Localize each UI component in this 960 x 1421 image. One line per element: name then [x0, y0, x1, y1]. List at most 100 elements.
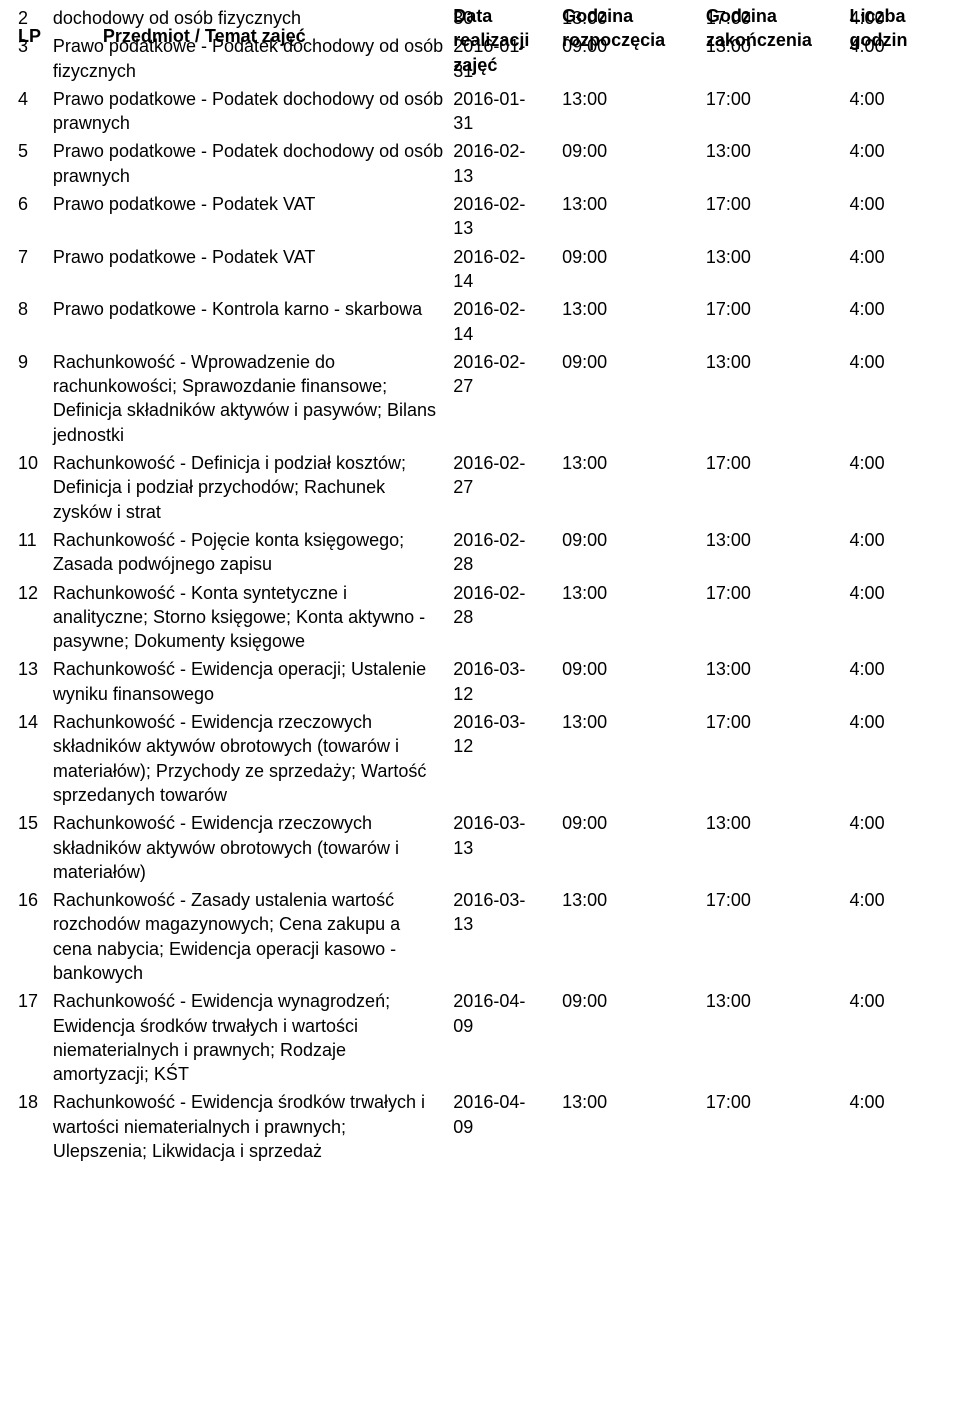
cell-hours: 4:00 [850, 712, 885, 732]
cell-lp: 16 [18, 890, 38, 910]
cell-date: 2016-01-31 [453, 89, 525, 133]
table-row: 18 Rachunkowość - Ewidencja środków trwał… [18, 1088, 942, 1165]
cell-subject: Rachunkowość - Ewidencja wynagrodzeń; Ew… [53, 991, 390, 1084]
cell-lp: 4 [18, 89, 28, 109]
cell-date: 2016-04-09 [453, 1092, 525, 1136]
cell-date: 2016-02-13 [453, 194, 525, 238]
cell-hours: 4:00 [850, 299, 885, 319]
cell-start: 09:00 [562, 991, 607, 1011]
cell-start: 09:00 [562, 352, 607, 372]
cell-hours: 4:00 [850, 352, 885, 372]
cell-subject: Rachunkowość - Ewidencja środków trwałyc… [53, 1092, 425, 1161]
cell-subject: Rachunkowość - Ewidencja rzeczowych skła… [53, 813, 399, 882]
cell-lp: 15 [18, 813, 38, 833]
cell-lp: 11 [18, 530, 37, 550]
cell-subject: Prawo podatkowe - Podatek dochodowy od o… [53, 141, 443, 185]
cell-start: 09:00 [562, 659, 607, 679]
cell-subject: Rachunkowość - Ewidencja operacji; Ustal… [53, 659, 426, 703]
table-row: 5 Prawo podatkowe - Podatek dochodowy od … [18, 137, 942, 190]
cell-date: 2016-03-13 [453, 813, 525, 857]
cell-date: 2016-02-28 [453, 530, 525, 574]
header-lp: LP [18, 24, 41, 48]
cell-subject: Rachunkowość - Pojęcie konta księgowego;… [53, 530, 404, 574]
cell-date: 2016-04-09 [453, 991, 525, 1035]
cell-end: 13:00 [706, 247, 751, 267]
table-row: 14Rachunkowość - Ewidencja rzeczowych sk… [18, 708, 942, 809]
cell-hours: 4:00 [850, 89, 885, 109]
cell-end: 17:00 [706, 299, 751, 319]
table-row: 7 Prawo podatkowe - Podatek VAT 2016-02-14… [18, 243, 942, 296]
cell-end: 17:00 [706, 712, 751, 732]
header-end: Godzina zakończenia [706, 4, 812, 53]
cell-end: 17:00 [706, 583, 751, 603]
cell-lp: 14 [18, 712, 38, 732]
cell-date: 2016-02-27 [453, 453, 525, 497]
cell-date: 2016-02-14 [453, 299, 525, 343]
cell-subject: Rachunkowość - Wprowadzenie do rachunkow… [53, 352, 436, 445]
cell-end: 17:00 [706, 890, 751, 910]
cell-hours: 4:00 [850, 991, 885, 1011]
schedule-table: 2 LP dochodowy od osób fizycznych Przedm… [18, 4, 942, 1165]
cell-subject: Prawo podatkowe - Podatek VAT [53, 194, 315, 214]
cell-start: 09:00 [562, 530, 607, 550]
cell-start: 13:00 [562, 194, 607, 214]
cell-lp: 6 [18, 194, 28, 214]
cell-end: 13:00 [706, 530, 751, 550]
cell-start: 09:00 [562, 141, 607, 161]
cell-hours: 4:00 [850, 453, 885, 473]
cell-subject: Prawo podatkowe - Podatek dochodowy od o… [53, 89, 443, 133]
cell-end: 13:00 [706, 141, 751, 161]
cell-hours: 4:00 [850, 583, 885, 603]
cell-end: 13:00 [706, 659, 751, 679]
cell-subject: Prawo podatkowe - Kontrola karno - skarb… [53, 299, 422, 319]
cell-lp: 9 [18, 352, 28, 372]
cell-hours: 4:00 [850, 530, 885, 550]
header-subject: Przedmiot / Temat zajęć [103, 24, 306, 48]
table-row: 16 Rachunkowość - Zasady ustalenia wartoś… [18, 886, 942, 987]
cell-date: 2016-02-28 [453, 583, 525, 627]
cell-end: 17:00 [706, 453, 751, 473]
cell-hours: 4:00 [850, 890, 885, 910]
cell-start: 13:00 [562, 712, 607, 732]
cell-subject: Rachunkowość - Definicja i podział koszt… [53, 453, 406, 522]
table-row: 8 Prawo podatkowe - Kontrola karno - skar… [18, 295, 942, 348]
table-row: 2 LP dochodowy od osób fizycznych Przedm… [18, 4, 942, 32]
cell-start: 13:00 [562, 1092, 607, 1112]
cell-hours: 4:00 [850, 813, 885, 833]
table-row: 17 Rachunkowość - Ewidencja wynagrodzeń; … [18, 987, 942, 1088]
cell-hours: 4:00 [850, 659, 885, 679]
cell-date: 2016-02-14 [453, 247, 525, 291]
cell-end: 17:00 [706, 194, 751, 214]
cell-end: 13:00 [706, 813, 751, 833]
cell-hours: 4:00 [850, 1092, 885, 1112]
cell-lp: 17 [18, 991, 38, 1011]
cell-end: 13:00 [706, 352, 751, 372]
cell-date: 2016-02-13 [453, 141, 525, 185]
cell-hours: 4:00 [850, 141, 885, 161]
cell-lp: 5 [18, 141, 28, 161]
cell-start: 09:00 [562, 813, 607, 833]
cell-start: 13:00 [562, 89, 607, 109]
cell-date: 2016-03-12 [453, 712, 525, 756]
cell-lp: 7 [18, 247, 28, 267]
cell-end: 17:00 [706, 1092, 751, 1112]
cell-start: 09:00 [562, 247, 607, 267]
header-hours: Liczba godzin [850, 4, 908, 53]
cell-lp: 8 [18, 299, 28, 319]
table-row: 10 Rachunkowość - Definicja i podział kos… [18, 449, 942, 526]
table-row: 12Rachunkowość - Konta syntetyczne i ana… [18, 579, 942, 656]
cell-start: 13:00 [562, 890, 607, 910]
cell-start: 13:00 [562, 453, 607, 473]
table-row: 11 Rachunkowość - Pojęcie konta księgoweg… [18, 526, 942, 579]
cell-subject: Rachunkowość - Zasady ustalenia wartość … [53, 890, 400, 983]
cell-lp: 18 [18, 1092, 38, 1112]
cell-lp: 13 [18, 659, 38, 679]
cell-date: 2016-03-12 [453, 659, 525, 703]
cell-subject: Prawo podatkowe - Podatek VAT [53, 247, 315, 267]
table-row: 15 Rachunkowość - Ewidencja rzeczowych sk… [18, 809, 942, 886]
cell-start: 13:00 [562, 583, 607, 603]
cell-hours: 4:00 [850, 247, 885, 267]
cell-lp: 10 [18, 453, 38, 473]
table-row: 9 Rachunkowość - Wprowadzenie do rachunko… [18, 348, 942, 449]
cell-date: 2016-02-27 [453, 352, 525, 396]
